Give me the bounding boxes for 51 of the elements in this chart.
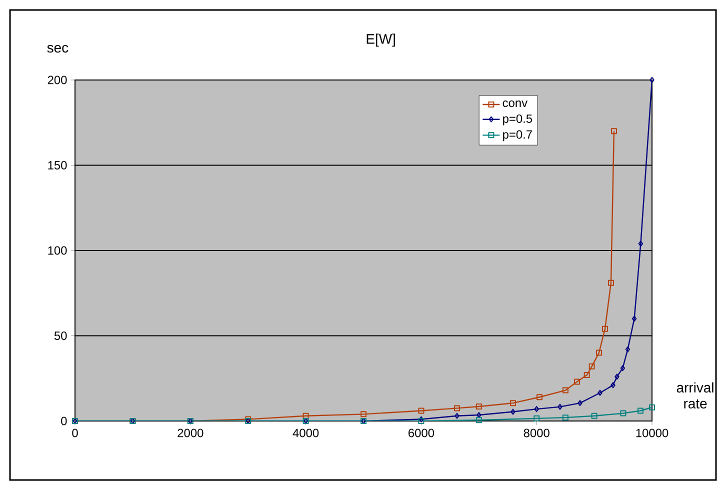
point	[625, 346, 630, 352]
legend-label: p=0.5	[503, 114, 532, 126]
point	[620, 365, 626, 372]
point	[620, 410, 626, 416]
point	[418, 408, 424, 414]
x-tick-label: 4000	[292, 428, 319, 438]
point	[584, 372, 590, 378]
y-tick-label: 0	[61, 416, 67, 426]
point	[536, 394, 542, 400]
point	[608, 280, 614, 286]
point	[649, 404, 656, 410]
point	[476, 417, 482, 424]
y-tick-label: 200	[48, 76, 67, 84]
point	[302, 412, 309, 419]
y-axis-title: sec	[47, 44, 68, 53]
point	[596, 350, 602, 356]
point	[454, 412, 460, 419]
point	[574, 378, 580, 385]
point	[598, 390, 602, 396]
y-tick-label: 150	[48, 161, 67, 170]
x-tick-label: 6000	[408, 428, 434, 438]
point	[610, 128, 617, 134]
legend-label: p=0.7	[503, 130, 532, 142]
point	[510, 400, 516, 406]
point	[562, 387, 568, 394]
chart-title: E[W]	[366, 34, 395, 47]
point	[476, 403, 482, 410]
point	[610, 382, 616, 388]
point	[602, 326, 608, 332]
y-tick-label: 50	[54, 332, 67, 340]
point	[510, 408, 516, 415]
y-tick-label: 100	[48, 246, 67, 255]
point	[588, 363, 595, 370]
point	[454, 405, 460, 412]
x-axis-title: arrival rate	[676, 382, 714, 409]
point	[614, 374, 620, 380]
x-tick-label: 0	[72, 428, 78, 438]
x-tick-label: 2000	[178, 428, 204, 438]
point	[360, 411, 367, 418]
point	[562, 414, 568, 421]
point	[632, 316, 637, 322]
x-tick-label: 10000	[636, 428, 668, 438]
point	[578, 400, 582, 406]
point	[637, 408, 644, 414]
point	[534, 415, 540, 422]
legend-label: conv	[502, 100, 528, 108]
point	[591, 412, 598, 419]
x-tick-label: 8000	[524, 428, 550, 438]
point	[558, 404, 562, 410]
point	[638, 240, 644, 247]
point	[534, 406, 539, 412]
